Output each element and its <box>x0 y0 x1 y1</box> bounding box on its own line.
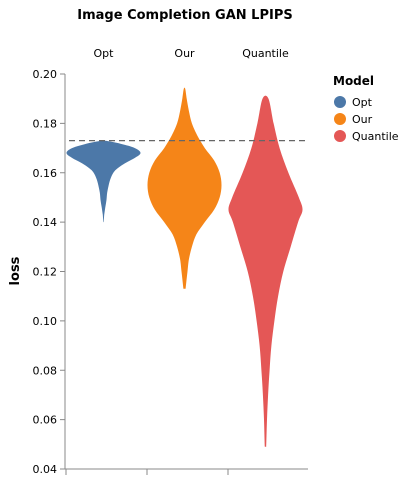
legend-label: Quantile <box>352 130 399 143</box>
x-axis: Opt Our Quantile <box>65 47 308 475</box>
y-tick-label: 0.12 <box>33 266 58 279</box>
violin-quantile <box>228 95 303 447</box>
plot-area <box>66 87 308 447</box>
legend-label: Opt <box>352 96 373 109</box>
category-label: Our <box>174 47 195 60</box>
y-tick-label: 0.06 <box>33 414 58 427</box>
y-axis-title: loss <box>8 256 23 285</box>
legend-swatch-our <box>334 113 346 125</box>
y-tick-label: 0.20 <box>33 68 58 81</box>
y-tick-label: 0.08 <box>33 364 58 377</box>
category-label: Opt <box>94 47 115 60</box>
category-label: Quantile <box>242 47 289 60</box>
y-tick-label: 0.10 <box>33 315 58 328</box>
legend-title: Model <box>333 74 374 88</box>
violin-our <box>147 87 222 289</box>
legend-swatch-quantile <box>334 130 346 142</box>
y-tick-label: 0.18 <box>33 117 58 130</box>
legend-swatch-opt <box>334 96 346 108</box>
y-tick-label: 0.04 <box>33 463 58 476</box>
legend-label: Our <box>352 113 373 126</box>
y-tick-label: 0.16 <box>33 167 58 180</box>
chart-title: Image Completion GAN LPIPS <box>77 8 292 23</box>
y-axis: 0.04 0.06 0.08 0.10 0.12 0.14 0.16 0.18 0.20 <box>33 68 66 476</box>
y-tick-label: 0.14 <box>33 216 58 229</box>
legend: Model Opt Our Quantile <box>333 74 399 143</box>
violin-opt <box>66 140 141 223</box>
